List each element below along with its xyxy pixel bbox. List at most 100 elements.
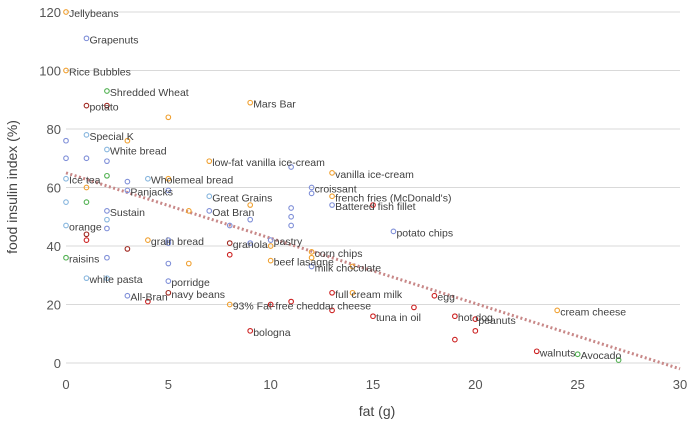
data-point <box>288 205 294 211</box>
point-label: pastry <box>274 236 303 248</box>
data-point <box>145 298 151 305</box>
data-point <box>124 187 131 194</box>
data-point <box>533 348 540 355</box>
data-point <box>288 213 294 220</box>
data-point <box>104 216 110 223</box>
trendline <box>65 171 681 371</box>
data-point <box>83 35 90 42</box>
point-labels: Jellybeans Grapenuts Rice Bubbles potato Shr… <box>69 8 626 362</box>
data-point <box>615 357 622 363</box>
data-point <box>308 184 315 191</box>
data-point <box>165 260 172 267</box>
point-label: Rice Bubbles <box>69 67 131 79</box>
y-tick-label: 120 <box>39 5 61 20</box>
data-point <box>104 275 110 282</box>
data-point <box>104 172 110 179</box>
data-point <box>308 249 315 255</box>
data-point <box>104 254 110 261</box>
data-point <box>267 237 274 243</box>
data-point <box>104 225 110 232</box>
data-point <box>165 175 172 182</box>
point-label: Special K <box>89 131 133 143</box>
data-point <box>288 164 294 170</box>
data-point <box>206 158 213 165</box>
data-point <box>83 237 90 243</box>
data-point <box>329 202 335 208</box>
data-point <box>267 257 274 264</box>
data-point <box>308 263 315 270</box>
data-point <box>267 301 274 308</box>
data-point <box>83 275 90 282</box>
data-point <box>206 208 213 214</box>
data-point <box>104 208 110 214</box>
x-tick-label: 10 <box>263 377 277 392</box>
data-point <box>226 240 233 246</box>
point-label: White bread <box>110 145 167 157</box>
point-label: bologna <box>253 327 291 339</box>
data-point <box>247 216 254 223</box>
data-point <box>452 313 458 320</box>
point-label: corn chips <box>315 248 363 260</box>
point-label: Battered fish fillet <box>335 201 416 213</box>
data-point <box>185 260 192 267</box>
x-tick-labels: 0 5 10 15 20 25 30 <box>62 377 687 392</box>
data-point <box>411 304 417 311</box>
data-point <box>329 307 335 314</box>
data-point <box>554 307 561 314</box>
data-point <box>124 292 131 299</box>
data-point <box>267 243 274 249</box>
data-point <box>83 155 90 162</box>
data-point <box>329 170 335 176</box>
x-tick-label: 0 <box>62 377 69 392</box>
x-tick-label: 5 <box>165 377 172 392</box>
trendline-group <box>65 171 681 371</box>
point-label: Panjacks <box>130 186 173 198</box>
data-point <box>83 199 90 205</box>
point-label: full cream milk <box>335 289 403 301</box>
point-label: white pasta <box>88 274 142 286</box>
data-point <box>165 240 172 246</box>
data-point <box>247 202 254 208</box>
point-label: All-Bran <box>130 292 168 304</box>
point-label: low-fat vanilla ice-cream <box>212 157 325 169</box>
data-point <box>431 292 438 299</box>
point-label: hot dog <box>458 312 493 324</box>
data-point <box>83 231 90 238</box>
data-point <box>288 222 294 229</box>
point-label: Avocado <box>581 350 622 362</box>
grid-lines <box>66 11 680 364</box>
data-point <box>165 114 172 121</box>
point-label: orange <box>69 222 102 234</box>
data-point <box>226 301 233 308</box>
data-point <box>185 208 192 214</box>
y-tick-label: 20 <box>47 298 61 313</box>
x-tick-label: 30 <box>673 377 687 392</box>
point-label: vanilla ice-cream <box>335 169 414 181</box>
data-point <box>63 254 69 261</box>
data-point <box>247 240 254 246</box>
data-point <box>390 228 397 235</box>
point-label: Oat Bran <box>212 207 254 219</box>
data-point <box>63 155 69 162</box>
point-label: peanuts <box>478 315 515 327</box>
y-tick-label: 0 <box>54 356 61 371</box>
x-tick-label: 15 <box>366 377 380 392</box>
y-tick-label: 100 <box>39 64 61 79</box>
data-point <box>104 102 110 109</box>
point-label: french fries (McDonald's) <box>335 192 451 204</box>
data-point <box>165 237 172 243</box>
data-point <box>165 187 172 194</box>
x-axis-title: fat (g) <box>359 403 396 419</box>
data-point <box>349 263 356 270</box>
point-label: tuna in oil <box>376 312 421 324</box>
data-point <box>574 351 581 358</box>
data-point <box>472 327 479 334</box>
point-label: Jellybeans <box>69 8 119 20</box>
x-tick-label: 25 <box>570 377 584 392</box>
point-label: walnuts <box>539 347 576 359</box>
data-point <box>349 289 356 296</box>
point-label: Shredded Wheat <box>110 87 189 99</box>
point-label: potato <box>89 102 118 114</box>
y-axis-title: food insulin index (%) <box>4 120 20 254</box>
data-point <box>104 146 110 153</box>
